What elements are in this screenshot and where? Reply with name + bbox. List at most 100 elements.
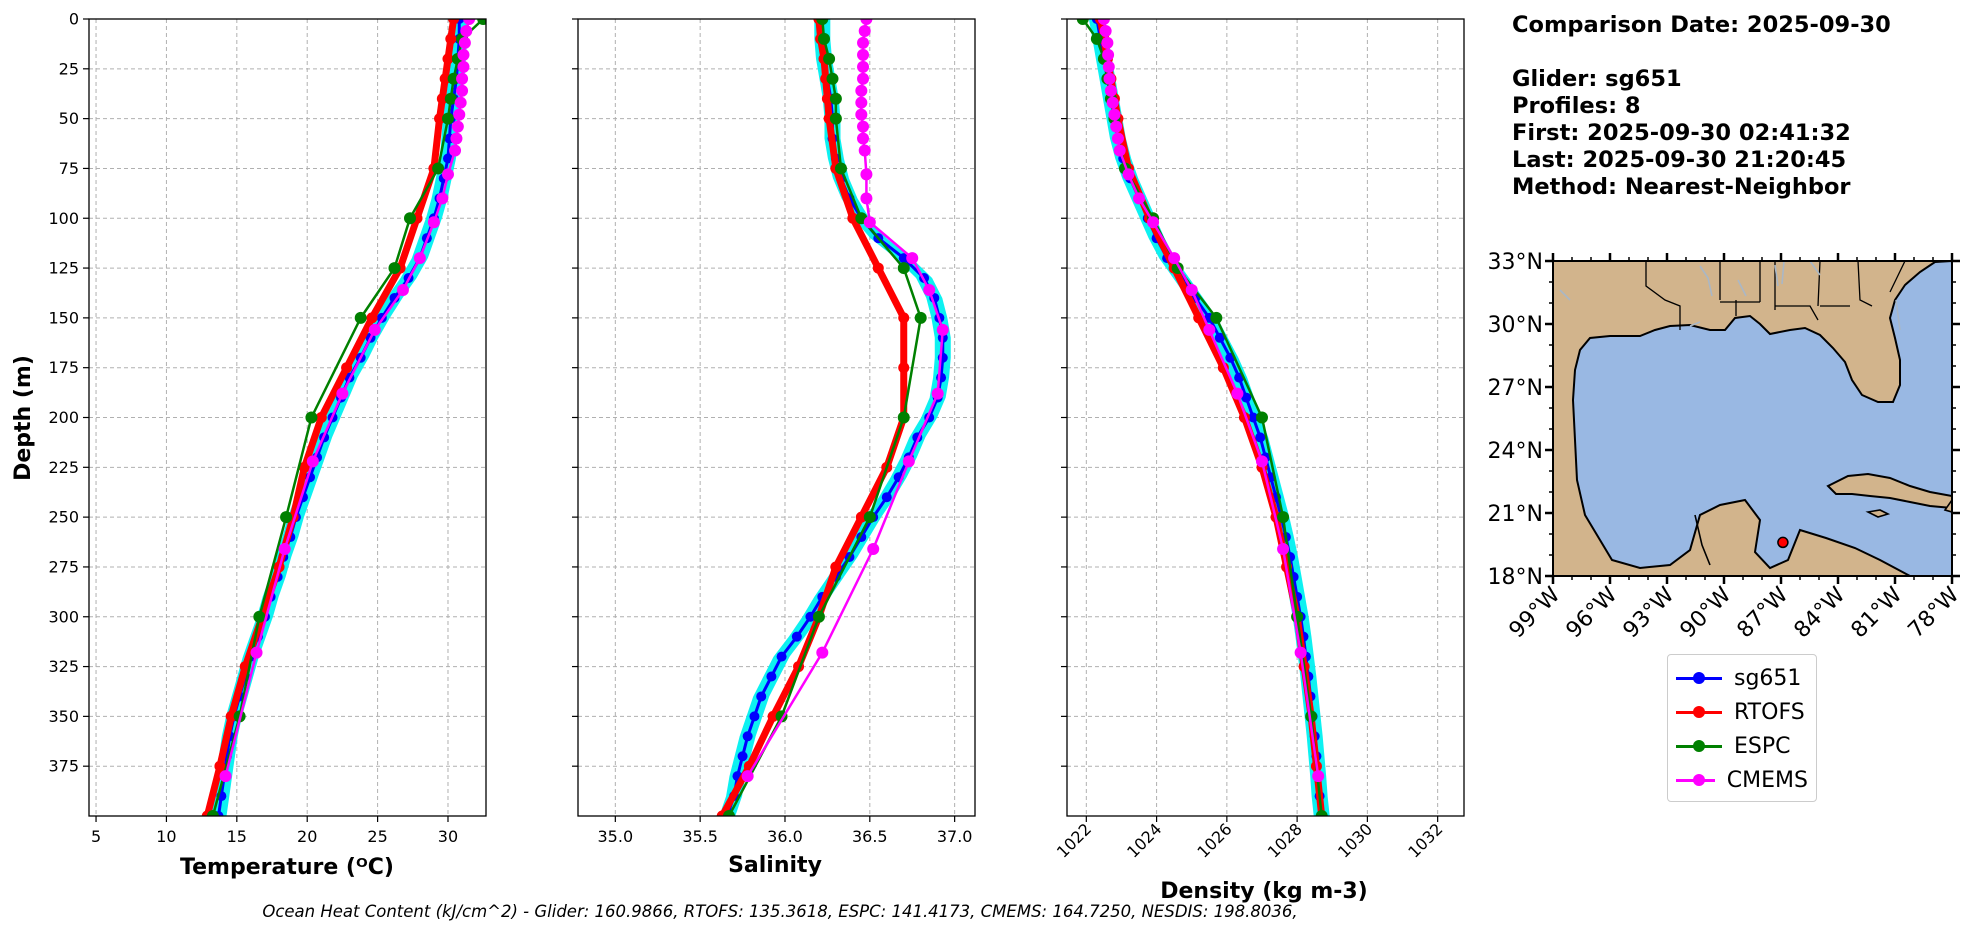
data-point-cmems xyxy=(1312,770,1325,783)
data-point-cmems xyxy=(1113,144,1126,157)
data-point-cmems xyxy=(1097,19,1110,25)
data-point-cmems xyxy=(454,96,467,109)
data-point-cmems xyxy=(436,192,449,205)
data-point-cmems xyxy=(460,24,473,37)
x-tick-label: 1030 xyxy=(1334,819,1376,861)
data-point-cmems xyxy=(458,36,471,49)
data-point-cmems xyxy=(306,455,319,468)
y-tick-label: 50 xyxy=(59,109,79,128)
data-point-espc xyxy=(1277,511,1290,524)
x-tick-label: 25 xyxy=(367,827,387,846)
rivers xyxy=(1559,261,1901,331)
y-tick-label: 325 xyxy=(48,657,79,676)
legend-item-cmems: CMEMS xyxy=(1676,763,1808,797)
data-point-rtofs xyxy=(442,53,454,65)
data-point-cmems xyxy=(860,19,873,25)
data-point-cmems xyxy=(427,216,440,229)
y-tick-label: 100 xyxy=(48,209,79,228)
x-tick-label: 35.5 xyxy=(682,827,718,846)
gulf-of-mexico-water xyxy=(1571,261,1952,576)
data-point-espc xyxy=(447,72,460,85)
data-point-rtofs xyxy=(898,362,910,374)
data-point-cmems xyxy=(857,60,870,73)
data-point-espc xyxy=(722,810,735,816)
x-tick-label: 36.5 xyxy=(852,827,888,846)
y-tick-label: 350 xyxy=(48,707,79,726)
y-tick-label: 150 xyxy=(48,308,79,327)
data-point-rtofs xyxy=(767,710,779,722)
lon-label: 81°W xyxy=(1847,582,1908,643)
data-point-sg651 xyxy=(776,651,787,662)
x-tick-label: 15 xyxy=(227,827,247,846)
lon-label: 87°W xyxy=(1733,582,1794,643)
legend-label: RTOFS xyxy=(1734,699,1805,725)
data-point-cmems xyxy=(457,48,470,61)
data-point-cmems xyxy=(857,72,870,85)
data-point-rtofs xyxy=(214,760,226,772)
data-point-cmems xyxy=(1102,60,1115,73)
data-point-cmems xyxy=(857,36,870,49)
data-point-cmems xyxy=(1168,252,1181,265)
method: Method: Nearest-Neighbor xyxy=(1512,174,1851,200)
data-point-rtofs xyxy=(366,312,378,324)
lat-label: 24°N xyxy=(1488,439,1543,464)
x-tick-label: 35.0 xyxy=(598,827,634,846)
data-point-sg651 xyxy=(742,731,753,742)
data-point-sg651 xyxy=(749,711,760,722)
data-point-rtofs xyxy=(448,19,460,25)
data-point-sg651 xyxy=(756,691,767,702)
x-tick-label: 1028 xyxy=(1264,819,1306,861)
legend-item-sg651: sg651 xyxy=(1676,661,1808,695)
data-point-cmems xyxy=(453,108,466,121)
data-point-rtofs xyxy=(872,262,884,274)
yucatan-shoreline xyxy=(1694,514,1711,566)
data-point-cmems xyxy=(1277,543,1290,556)
legend-label: ESPC xyxy=(1734,733,1791,759)
data-point-espc xyxy=(823,52,836,65)
data-point-espc xyxy=(305,411,318,424)
data-point-cmems xyxy=(906,252,919,265)
density-panel: 1022 1024 1026 1028 1030 1032 xyxy=(1053,18,1465,862)
data-point-sg651 xyxy=(805,611,816,622)
data-point-cmems xyxy=(816,646,829,659)
data-point-cmems xyxy=(741,770,754,783)
data-point-espc xyxy=(897,262,910,275)
data-point-cmems xyxy=(855,108,868,121)
density-axis-label: Density (kg m-3) xyxy=(1160,879,1368,904)
temperature-panel: 0 25 50 75 100 125 150 175 200 225 250 275 300 325 350… xyxy=(48,10,487,846)
lon-label: 90°W xyxy=(1676,582,1737,643)
data-point-cmems xyxy=(858,24,871,37)
data-point-espc xyxy=(1076,19,1089,25)
ocean-heat-content-footer: Ocean Heat Content (kJ/cm^2) - Glider: 1… xyxy=(262,902,1298,921)
data-point-cmems xyxy=(250,646,263,659)
lat-label: 18°N xyxy=(1488,565,1543,590)
data-point-sg651 xyxy=(1248,412,1259,423)
data-point-cmems xyxy=(336,387,349,400)
data-point-cmems xyxy=(857,120,870,133)
x-tick-label: 5 xyxy=(91,827,101,846)
data-point-espc xyxy=(829,112,842,125)
data-point-cmems xyxy=(936,323,949,336)
data-point-cmems xyxy=(1103,72,1116,85)
data-point-rtofs xyxy=(315,412,327,423)
y-tick-label: 175 xyxy=(48,358,79,377)
data-point-rtofs xyxy=(847,212,859,224)
data-point-espc xyxy=(388,262,401,275)
legend: sg651 RTOFS ESPC CMEMS xyxy=(1667,654,1817,802)
data-point-cmems xyxy=(456,84,469,97)
lon-label: 84°W xyxy=(1790,582,1851,643)
data-point-cmems xyxy=(923,283,936,296)
comparison-date: Comparison Date: 2025-09-30 xyxy=(1512,12,1891,38)
data-point-cmems xyxy=(450,132,463,145)
data-point-cmems xyxy=(863,216,876,229)
legend-label: CMEMS xyxy=(1726,767,1808,793)
data-point-cmems xyxy=(1106,96,1119,109)
salinity-axis-label: Salinity xyxy=(728,853,822,878)
sg651-spread-band xyxy=(210,19,468,816)
lon-label: 78°W xyxy=(1904,582,1965,643)
y-tick-label: 75 xyxy=(59,159,79,178)
data-point-cmems xyxy=(902,455,915,468)
glider-location-marker xyxy=(1777,536,1789,549)
legend-item-rtofs: RTOFS xyxy=(1676,695,1808,729)
data-point-sg651 xyxy=(1241,392,1252,403)
